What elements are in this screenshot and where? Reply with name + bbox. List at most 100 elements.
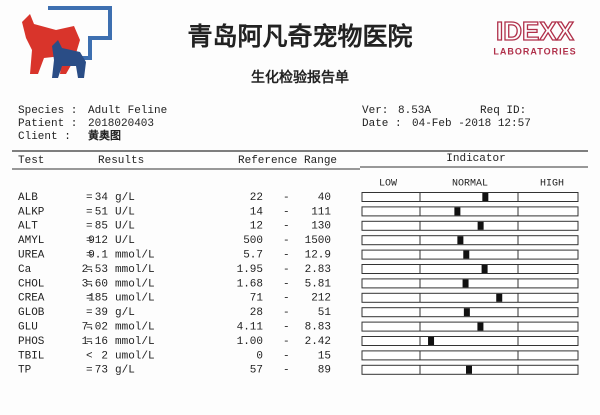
range-high: 2.42	[305, 336, 331, 348]
range-low: 14	[250, 206, 264, 218]
operator: =	[86, 250, 93, 262]
range-dash: -	[283, 278, 290, 290]
operator: =	[86, 206, 93, 218]
label: Req ID:	[480, 105, 526, 117]
indicator-marker	[477, 221, 484, 230]
operator: =	[86, 307, 93, 319]
unit: umol/L	[115, 350, 155, 362]
unit: U/L	[115, 235, 135, 247]
brand: IDEXX	[496, 16, 575, 46]
indicator-marker	[477, 322, 484, 331]
result: 73	[95, 365, 108, 377]
range-high: 15	[318, 350, 331, 362]
value: 黄奥图	[88, 128, 121, 142]
column-header: Indicator	[446, 153, 505, 165]
unit: mmol/L	[115, 250, 155, 262]
range-dash: -	[283, 221, 290, 233]
indicator-marker	[496, 293, 503, 302]
range-dash: -	[283, 293, 290, 305]
test-name: UREA	[18, 250, 45, 262]
logo	[22, 6, 112, 78]
operator: =	[86, 278, 93, 290]
unit: umol/L	[115, 293, 155, 305]
result: 912	[88, 235, 108, 247]
range-low: 12	[250, 221, 263, 233]
operator: =	[86, 264, 93, 276]
result: 9.1	[88, 250, 108, 262]
range-high: 40	[318, 192, 331, 204]
range-low: 28	[250, 307, 263, 319]
hospital-name: 青岛阿凡奇宠物医院	[187, 22, 412, 51]
indicator-marker	[428, 337, 435, 345]
range-dash: -	[283, 307, 290, 319]
indicator-label: LOW	[379, 179, 397, 190]
value: 2018020403	[88, 118, 154, 130]
operator: =	[86, 235, 93, 247]
indicator-bar	[361, 235, 579, 246]
result: 85	[95, 221, 108, 233]
indicator-marker	[454, 207, 461, 216]
indicator-bar	[361, 307, 579, 318]
test-name: ALB	[18, 192, 38, 204]
indicator-bar	[361, 336, 579, 346]
result: 185	[88, 293, 108, 305]
range-high: 111	[311, 206, 331, 218]
indicator-marker	[457, 236, 464, 245]
range-low: 0	[256, 350, 263, 362]
unit: U/L	[115, 206, 135, 218]
range-low: 57	[250, 365, 263, 377]
result: 3.60	[82, 278, 108, 290]
range-dash: -	[283, 235, 290, 247]
range-dash: -	[283, 264, 290, 276]
indicator-bar	[361, 192, 579, 202]
range-high: 8.83	[305, 322, 331, 334]
value: 8.53A	[398, 105, 431, 117]
indicator-marker	[463, 308, 470, 317]
indicator-bar	[361, 292, 579, 303]
indicator-marker	[482, 193, 489, 201]
indicator-bar	[361, 350, 579, 361]
indicator-bar	[361, 321, 579, 332]
range-high: 89	[318, 365, 331, 377]
label: Species :	[18, 105, 77, 117]
operator: =	[86, 322, 93, 334]
range-high: 212	[311, 293, 331, 305]
range-high: 51	[318, 307, 332, 319]
range-dash: -	[283, 322, 290, 334]
operator: =	[86, 221, 93, 233]
value: Adult Feline	[88, 105, 167, 117]
range-high: 12.9	[305, 250, 331, 262]
indicator-label: NORMAL	[452, 179, 488, 190]
test-name: TP	[18, 365, 32, 377]
subtitle: 生化检验报告单	[251, 69, 349, 86]
label: Client :	[18, 131, 71, 143]
column-header: Test	[18, 155, 44, 167]
test-name: ALT	[18, 221, 38, 233]
range-dash: -	[283, 250, 290, 262]
range-low: 1.68	[237, 278, 263, 290]
result: 7.02	[82, 322, 108, 334]
result: 2.53	[82, 264, 108, 276]
unit: mmol/L	[115, 322, 155, 334]
test-name: CHOL	[18, 278, 44, 290]
range-dash: -	[283, 206, 290, 218]
range-low: 71	[250, 293, 264, 305]
indicator-marker	[463, 250, 470, 259]
range-low: 500	[243, 235, 263, 247]
indicator-label: HIGH	[540, 179, 564, 190]
test-name: AMYL	[18, 235, 44, 247]
test-name: TBIL	[18, 350, 44, 362]
brand-sub: LABORATORIES	[493, 46, 576, 56]
range-low: 1.00	[237, 336, 263, 348]
test-name: CREA	[18, 293, 45, 305]
indicator-bar	[361, 264, 579, 274]
indicator-bar	[361, 278, 579, 289]
operator: =	[86, 293, 93, 305]
operator: <	[86, 350, 93, 362]
range-high: 2.83	[305, 264, 331, 276]
indicator-bar	[361, 249, 579, 260]
operator: =	[86, 336, 93, 348]
test-name: PHOS	[18, 336, 45, 348]
column-header: Results	[98, 155, 144, 167]
